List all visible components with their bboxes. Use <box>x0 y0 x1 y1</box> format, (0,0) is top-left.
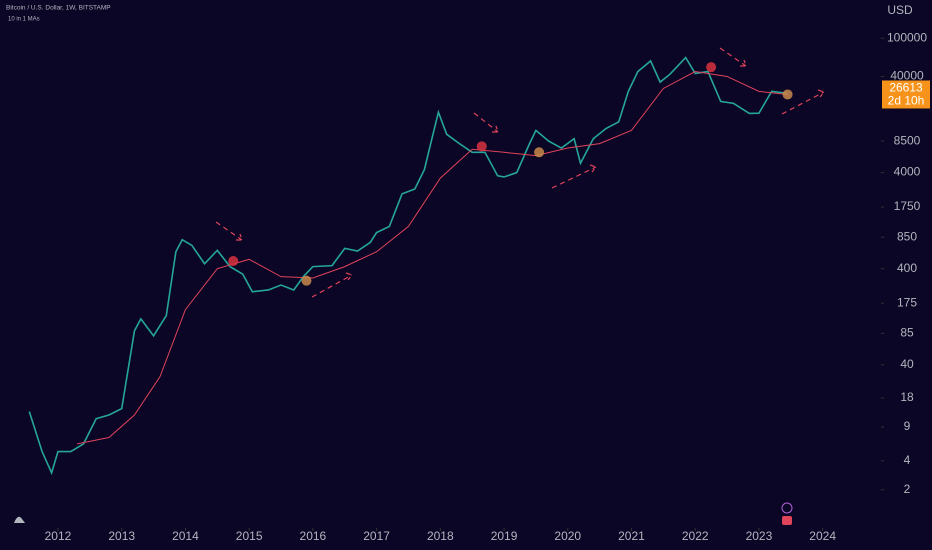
x-tick-label: 2021 <box>618 529 645 543</box>
x-tick-label: 2012 <box>45 529 72 543</box>
x-tick-label: 2023 <box>746 529 773 543</box>
y-tick-label: 400 <box>897 261 917 275</box>
y-tick-label: 85 <box>900 325 914 339</box>
y-tick-label: 40000 <box>890 69 924 83</box>
y-tick-label: 4 <box>904 453 911 467</box>
y-tick-label: 2 <box>904 482 911 496</box>
trend-arrows <box>215 47 826 298</box>
indicator-label: 10 in 1 MAs <box>8 17 40 23</box>
chart-title: Bitcoin / U.S. Dollar, 1W, BITSTAMP <box>6 5 111 12</box>
signal-marker <box>228 256 239 267</box>
y-tick-label: 100000 <box>887 30 927 44</box>
logo <box>14 516 25 523</box>
x-tick-label: 2014 <box>172 529 199 543</box>
x-tick-label: 2017 <box>363 529 390 543</box>
y-tick-label: 9 <box>904 419 911 433</box>
x-tick-label: 2022 <box>682 529 709 543</box>
x-tick-label: 2024 <box>809 529 836 543</box>
y-tick-label: 850 <box>897 229 917 243</box>
x-tick-label: 2016 <box>300 529 327 543</box>
last-price: 26613 <box>889 81 923 95</box>
event-icons <box>781 502 793 525</box>
signal-marker <box>301 275 312 286</box>
series-line <box>28 56 788 476</box>
y-tick-label: 175 <box>897 295 917 309</box>
signal-marker <box>476 141 487 152</box>
y-tick-label: 4000 <box>894 165 921 179</box>
countdown: 2d 10h <box>888 94 925 108</box>
x-tick-label: 2019 <box>491 529 518 543</box>
last-price-box <box>882 80 930 109</box>
y-tick-label: 8500 <box>894 133 921 147</box>
signal-marker <box>782 89 793 100</box>
signal-marker <box>534 147 545 158</box>
x-tick-label: 2013 <box>108 529 135 543</box>
y-tick-label: 18 <box>900 390 914 404</box>
signal-marker <box>706 62 717 73</box>
series-line <box>77 71 788 445</box>
y-tick-label: 1750 <box>894 199 921 213</box>
y-unit: USD <box>887 3 913 17</box>
x-tick-label: 2015 <box>236 529 263 543</box>
x-tick-label: 2018 <box>427 529 454 543</box>
x-tick-label: 2020 <box>554 529 581 543</box>
y-tick-label: 40 <box>900 357 914 371</box>
